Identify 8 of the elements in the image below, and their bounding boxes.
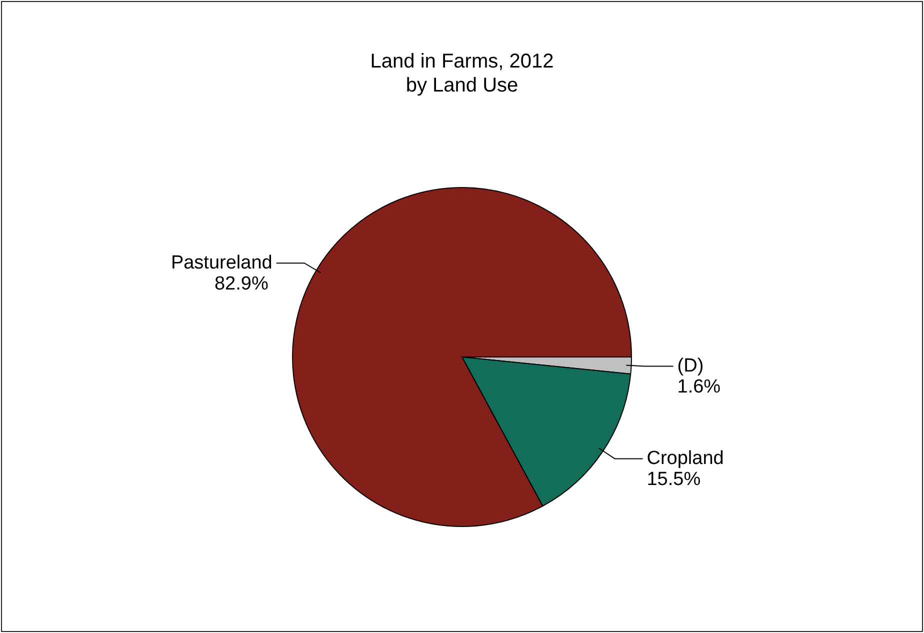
data-label: 1.6% xyxy=(677,376,721,398)
chart-title: Land in Farms, 2012 xyxy=(370,50,554,73)
chart-subtitle: by Land Use xyxy=(406,74,518,97)
data-label: 15.5% xyxy=(646,468,701,490)
slice-label: Cropland xyxy=(646,448,724,469)
slice-label: Pastureland xyxy=(170,252,272,274)
slice-label: (D) xyxy=(677,355,704,376)
data-label: 82.9% xyxy=(214,273,268,294)
